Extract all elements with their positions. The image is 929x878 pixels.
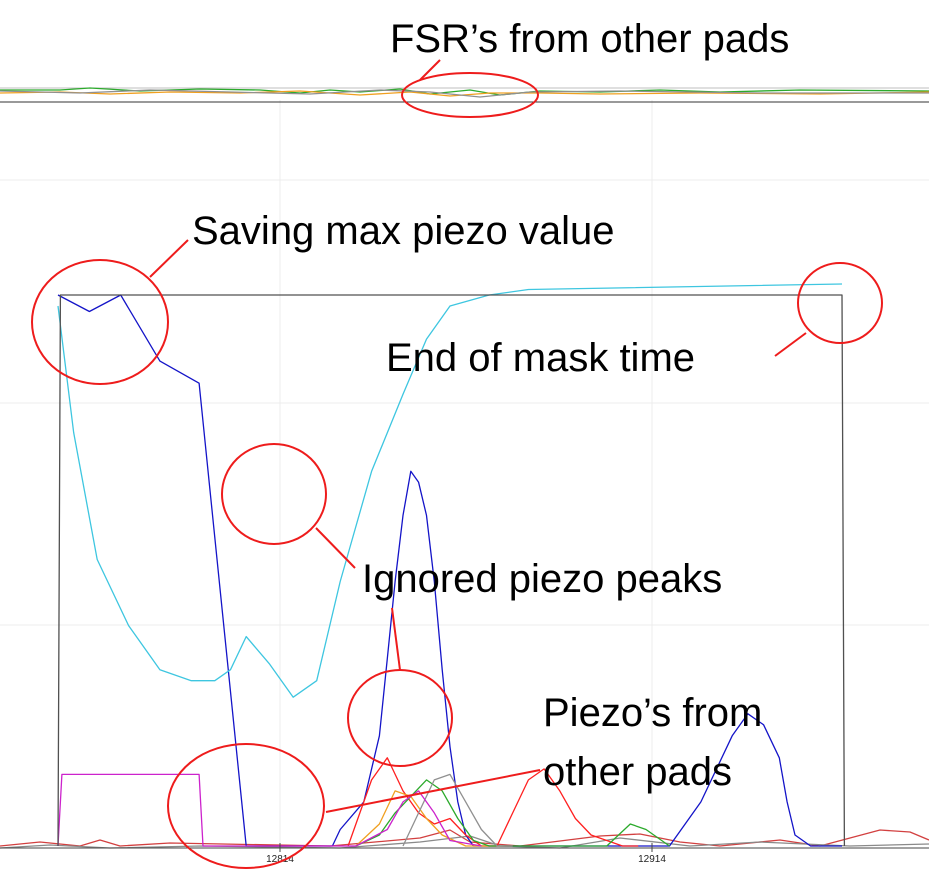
x-tick-label-2: 12914 [638,854,666,865]
series-line-7 [57,773,482,847]
series-layer [57,283,846,847]
top-reference-lines [0,87,929,103]
annotation-piezos-other-pads-1: Piezo’s from [543,691,762,735]
mask-end-leader [774,332,807,357]
series-line-6 [402,773,513,847]
ignored-peak-leader-2 [391,607,401,671]
annotation-fsr-other-pads: FSR’s from other pads [390,17,789,61]
ignored-peak-circle-1 [221,443,327,545]
series-line-8 [57,294,846,847]
series-line-1 [57,294,842,847]
other-pads-leader [325,769,541,813]
max-piezo-circle [31,259,169,385]
annotation-piezos-other-pads-2: other pads [543,750,732,794]
mask-end-circle [797,262,883,344]
annotation-end-of-mask-time: End of mask time [386,336,695,380]
fsr-leader [419,59,441,81]
series-line-2 [57,283,843,698]
grid-lines [0,100,929,848]
annotation-ignored-piezo-peaks: Ignored piezo peaks [362,557,722,601]
ignored-peak-circle-2 [347,669,453,767]
x-tick-label-1: 12814 [266,854,294,865]
ignored-peak-leader-1 [315,527,356,569]
fsr-circle [401,72,539,118]
max-piezo-leader [149,239,189,278]
annotation-saving-max-piezo: Saving max piezo value [192,209,614,253]
other-pads-piezo-circle [167,743,325,869]
